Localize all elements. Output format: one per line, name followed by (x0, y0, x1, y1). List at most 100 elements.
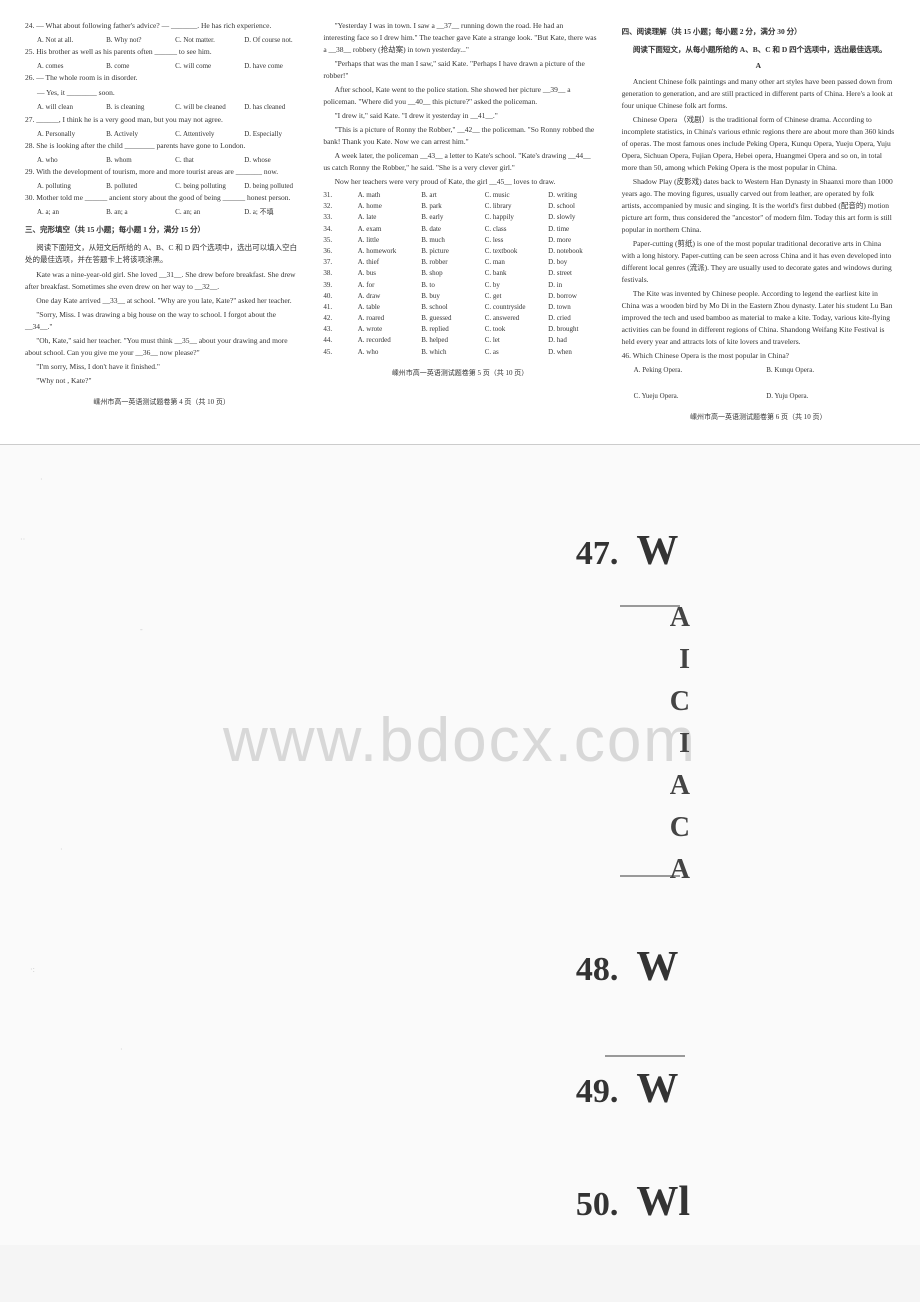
cloze-opt-d: D. notebook (548, 246, 596, 257)
cloze-num: 41. (323, 302, 342, 313)
cloze2-p6: A week later, the policeman __43__ a let… (323, 150, 596, 174)
cloze-num: 34. (323, 224, 342, 235)
q46-opt-d: D. Yuju Opera. (766, 391, 884, 402)
q24-opt-a: A. Not at all. (37, 35, 91, 46)
cloze-opt-c: C. less (485, 235, 533, 246)
cloze-opt-d: D. cried (548, 313, 596, 324)
noise-dot: · (60, 845, 63, 854)
answer-50-letter: Wl (636, 1156, 690, 1248)
cloze-row-34: 34.A. examB. dateC. classD. time (323, 224, 596, 235)
cloze-opt-b: B. date (421, 224, 469, 235)
cloze-opt-b: B. art (421, 190, 469, 201)
cloze-opt-c: C. as (485, 347, 533, 358)
cloze2-p2: "Perhaps that was the man I saw," said K… (323, 58, 596, 82)
q30-stem: 30. Mother told me ______ ancient story … (25, 192, 298, 204)
cloze-opt-a: A. recorded (358, 335, 406, 346)
cloze-opt-c: C. countryside (485, 302, 533, 313)
footer-col3: 嵊州市高一英语测试题卷第 6 页（共 10 页） (622, 412, 895, 423)
cloze-num: 42. (323, 313, 342, 324)
cloze-row-36: 36.A. homeworkB. pictureC. textbookD. no… (323, 246, 596, 257)
answer-47-num: 47. (576, 517, 619, 592)
q28-options: A. who B. whom C. that D. whose (37, 155, 298, 166)
q25-opt-a: A. comes (37, 61, 91, 72)
q26-opt-a: A. will clean (37, 102, 91, 113)
q27-options: A. Personally B. Actively C. Attentively… (37, 129, 298, 140)
cloze-row-35: 35.A. littleB. muchC. lessD. more (323, 235, 596, 246)
cloze-num: 32. (323, 201, 342, 212)
cloze-opt-c: C. class (485, 224, 533, 235)
cloze-num: 31. (323, 190, 342, 201)
cloze2-p7: Now her teachers were very proud of Kate… (323, 176, 596, 188)
cloze-num: 36. (323, 246, 342, 257)
answer-48-letter: W (636, 921, 678, 1013)
q28-opt-b: B. whom (106, 155, 160, 166)
passage-a-heading: A (622, 60, 895, 72)
cloze-options-table: 31.A. mathB. artC. musicD. writing32.A. … (323, 190, 596, 358)
cloze-opt-d: D. more (548, 235, 596, 246)
q26-opt-b: B. is cleaning (106, 102, 160, 113)
q25-opt-c: C. will come (175, 61, 229, 72)
cloze-p3: "Sorry, Miss. I was drawing a big house … (25, 309, 298, 333)
answer-50: 50. Wl (576, 1156, 690, 1248)
answer-49-num: 49. (576, 1055, 619, 1130)
cloze-opt-a: A. home (358, 201, 406, 212)
q30-opt-c: C. an; an (175, 207, 229, 218)
cloze-opt-d: D. writing (548, 190, 596, 201)
cloze-opt-a: A. roared (358, 313, 406, 324)
q30-opt-b: B. an; a (106, 207, 160, 218)
q27-opt-b: B. Actively (106, 129, 160, 140)
q27-opt-c: C. Attentively (175, 129, 229, 140)
cloze-opt-c: C. library (485, 201, 533, 212)
q24-opt-b: B. Why not? (106, 35, 160, 46)
cloze-opt-c: C. get (485, 291, 533, 302)
q28-opt-c: C. that (175, 155, 229, 166)
answer-49: 49. W (576, 1043, 690, 1135)
cloze2-p1: "Yesterday I was in town. I saw a __37__… (323, 20, 596, 56)
cloze-opt-d: D. slowly (548, 212, 596, 223)
cloze-opt-b: B. shop (421, 268, 469, 279)
cloze-row-32: 32.A. homeB. parkC. libraryD. school (323, 201, 596, 212)
q29-opt-c: C. being polluting (175, 181, 229, 192)
q26-stem1: 26. — The whole room is in disorder. (25, 72, 298, 84)
read-p4: Paper-cutting (剪纸) is one of the most po… (622, 238, 895, 286)
q27-opt-d: D. Especially (244, 129, 298, 140)
cloze-opt-d: D. school (548, 201, 596, 212)
answer-47: 47. W (576, 505, 690, 597)
cloze-opt-c: C. let (485, 335, 533, 346)
cloze-opt-b: B. which (421, 347, 469, 358)
cloze-opt-b: B. to (421, 280, 469, 291)
noise-dot: ·· (20, 535, 25, 544)
q29-opt-d: D. being polluted (244, 181, 298, 192)
cloze-row-45: 45.A. whoB. whichC. asD. when (323, 347, 596, 358)
q28-opt-a: A. who (37, 155, 91, 166)
footer-col1: 嵊州市高一英语测试题卷第 4 页（共 10 页） (25, 397, 298, 408)
cloze-row-39: 39.A. forB. toC. byD. in (323, 280, 596, 291)
q26-opt-c: C. will be cleaned (175, 102, 229, 113)
section4-title: 四、阅读理解（共 15 小题；每小题 2 分，满分 30 分） (622, 26, 895, 38)
cloze-p2: One day Kate arrived __33__ at school. "… (25, 295, 298, 307)
q29-stem: 29. With the development of tourism, mor… (25, 166, 298, 178)
cloze2-p5: "This is a picture of Ronny the Robber,"… (323, 124, 596, 148)
q46-opt-c: C. Yueju Opera. (634, 391, 752, 402)
cloze-opt-b: B. much (421, 235, 469, 246)
cloze-row-41: 41.A. tableB. schoolC. countrysideD. tow… (323, 302, 596, 313)
cloze-opt-a: A. for (358, 280, 406, 291)
cloze-opt-a: A. homework (358, 246, 406, 257)
cloze-row-38: 38.A. busB. shopC. bankD. street (323, 268, 596, 279)
q28-stem: 28. She is looking after the child _____… (25, 140, 298, 152)
q46-options: A. Peking Opera. B. Kunqu Opera. C. Yuej… (634, 365, 895, 402)
column-1: 24. — What about following father's advi… (25, 20, 298, 424)
q24-options: A. Not at all. B. Why not? C. Not matter… (37, 35, 298, 46)
cloze-opt-b: B. school (421, 302, 469, 313)
cloze-opt-d: D. when (548, 347, 596, 358)
q25-stem: 25. His brother as well as his parents o… (25, 46, 298, 58)
partial-mark: A (576, 597, 690, 639)
cloze-row-42: 42.A. roaredB. guessedC. answeredD. crie… (323, 313, 596, 324)
cloze-opt-a: A. table (358, 302, 406, 313)
q30-opt-d: D. a; 不填 (244, 207, 298, 218)
cloze-opt-c: C. took (485, 324, 533, 335)
section4-instr: 阅读下面短文，从每小题所给的 A、B、C 和 D 四个选项中，选出最佳选项。 (622, 44, 895, 56)
cloze-opt-a: A. draw (358, 291, 406, 302)
cloze2-p3: After school, Kate went to the police st… (323, 84, 596, 108)
cloze-opt-a: A. late (358, 212, 406, 223)
